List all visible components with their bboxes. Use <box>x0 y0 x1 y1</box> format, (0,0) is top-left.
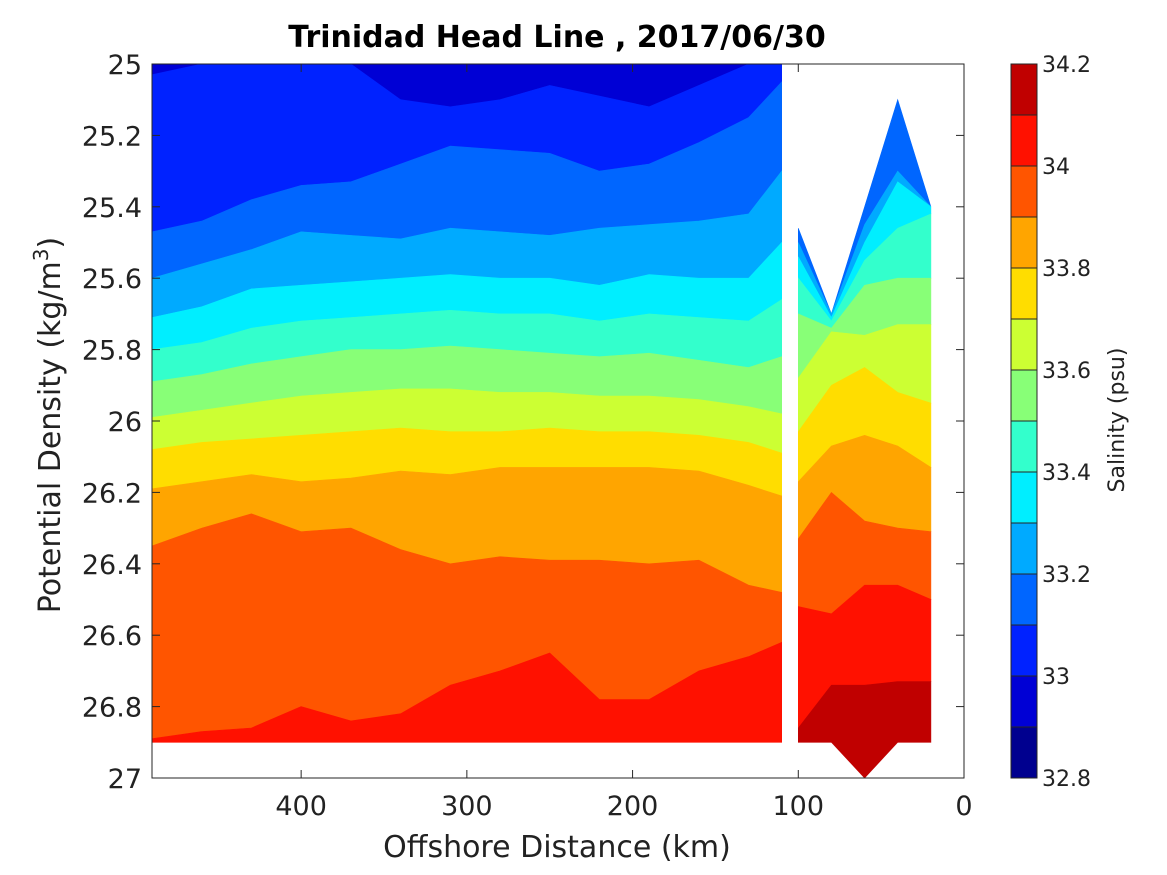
colorbar-swatch <box>1010 114 1038 167</box>
colorbar-frame <box>1010 63 1038 779</box>
colorbar-tick-label: 34.2 <box>1042 53 1091 78</box>
contour-band-offshore <box>152 64 782 108</box>
y-tick-label: 26.4 <box>82 550 142 581</box>
y-axis-ticks: 25 25.2 25.4 25.6 25.8 26 26.2 26.4 26.6 26.8 27 <box>82 50 964 795</box>
colorbar-swatch <box>1010 318 1038 371</box>
colorbar-swatch <box>1010 369 1038 422</box>
colorbar-swatch <box>1010 420 1038 473</box>
x-axis-label: Offshore Distance (km) <box>383 830 731 865</box>
y-tick-label: 26 <box>108 407 142 438</box>
y-tick-label: 25.6 <box>82 264 142 295</box>
x-tick-label: 200 <box>607 791 659 822</box>
x-tick-label: 400 <box>275 791 327 822</box>
x-tick-label: 300 <box>441 791 493 822</box>
contour-band-offshore <box>152 641 782 743</box>
colorbar-swatch <box>1010 675 1038 728</box>
colorbar-swatch <box>1010 267 1038 320</box>
colorbar-swatch <box>1010 216 1038 269</box>
contour-band-nearshore <box>798 681 932 778</box>
colorbar-tick-label: 33.2 <box>1042 563 1091 588</box>
y-axis-label-sup: 3 <box>29 248 53 261</box>
colorbar-swatch <box>1010 726 1038 779</box>
y-axis-label: Potential Density (kg/m3) <box>29 237 68 613</box>
colorbar-swatch <box>1010 165 1038 218</box>
colorbar: 32.8 33 33.2 33.4 33.6 33.8 34 34.2 <box>1010 53 1091 792</box>
colorbar-swatch <box>1010 573 1038 626</box>
colorbar-label: Salinity (psu) <box>1105 348 1130 493</box>
y-tick-label: 26.8 <box>82 693 142 724</box>
x-tick-label: 100 <box>773 791 825 822</box>
colorbar-swatch <box>1010 522 1038 575</box>
x-axis-ticks: 400 300 200 100 0 <box>275 64 973 822</box>
colorbar-tick-label: 33 <box>1042 665 1070 690</box>
colorbar-tick-label: 33.8 <box>1042 257 1091 282</box>
y-axis-label-close: ) <box>33 237 68 249</box>
contour-plot-area <box>152 64 932 778</box>
y-tick-label: 25.2 <box>82 121 142 152</box>
y-tick-label: 27 <box>108 764 142 795</box>
y-axis-label-main: Potential Density (kg/m <box>33 261 68 613</box>
colorbar-swatch <box>1010 624 1038 677</box>
y-tick-label: 26.2 <box>82 478 142 509</box>
colorbar-tick-label: 32.8 <box>1042 767 1091 792</box>
y-tick-label: 25 <box>108 50 142 81</box>
y-tick-label: 25.4 <box>82 193 142 224</box>
y-tick-label: 26.6 <box>82 621 142 652</box>
x-tick-label: 0 <box>955 791 972 822</box>
colorbar-tick-label: 33.6 <box>1042 359 1091 384</box>
colorbar-swatch <box>1010 63 1038 116</box>
y-tick-label: 25.8 <box>82 336 142 367</box>
chart-title: Trinidad Head Line , 2017/06/30 <box>288 20 825 55</box>
colorbar-tick-label: 34 <box>1042 155 1070 180</box>
colorbar-swatch <box>1010 471 1038 524</box>
colorbar-tick-label: 33.4 <box>1042 461 1091 486</box>
